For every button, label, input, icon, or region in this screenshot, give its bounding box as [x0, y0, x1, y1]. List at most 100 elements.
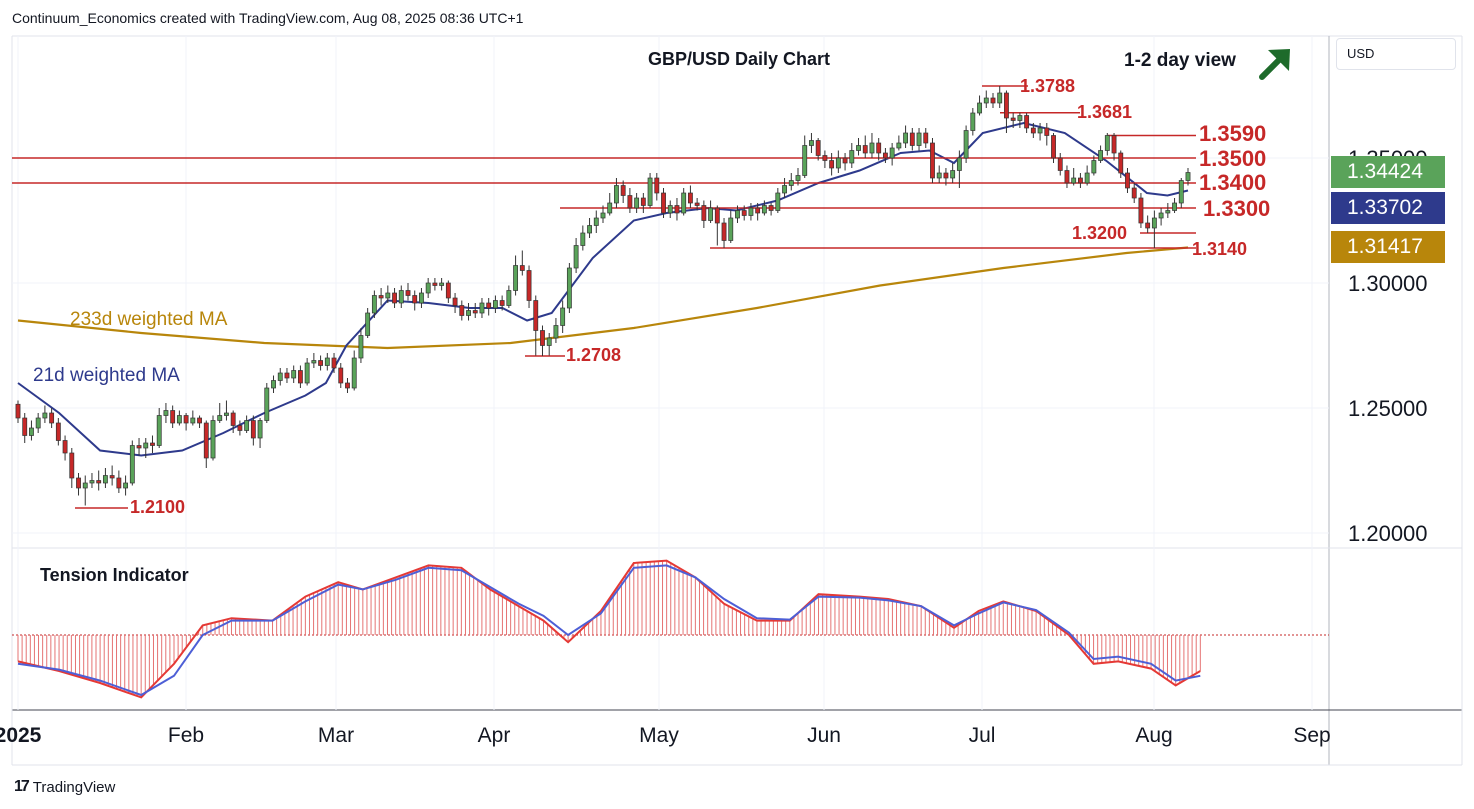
level-label: 1.3400 [1199, 170, 1266, 195]
candle [950, 163, 956, 183]
candle-body [250, 420, 256, 439]
candle [1091, 155, 1097, 176]
candle-body [76, 477, 81, 489]
tension-signal-line [17, 564, 1201, 697]
candle [1172, 198, 1177, 213]
candle [714, 205, 720, 246]
candle [1051, 133, 1056, 163]
candle-body [1165, 210, 1171, 214]
candle-body [425, 282, 431, 294]
candle-body [331, 357, 337, 369]
candle [1098, 145, 1104, 163]
candle [923, 128, 929, 148]
candle-body [788, 180, 794, 186]
candle [768, 203, 774, 216]
candle-body [748, 207, 754, 216]
candle [627, 188, 633, 213]
candle [647, 173, 653, 208]
candle-body [1131, 187, 1137, 199]
candle [1037, 123, 1043, 141]
candle-body [42, 412, 48, 419]
candle [170, 405, 176, 428]
candle [930, 138, 935, 183]
candle [829, 153, 835, 176]
candle [250, 415, 256, 446]
candle-body [1118, 152, 1124, 174]
candle [35, 413, 41, 433]
candle-body [869, 142, 875, 154]
candle [1077, 173, 1083, 188]
candle [761, 200, 767, 216]
candle [297, 365, 303, 388]
candle [291, 365, 297, 383]
chart-title: GBP/USD Daily Chart [648, 49, 830, 69]
candle [156, 408, 162, 448]
candle [1138, 193, 1144, 228]
candle-body [782, 185, 787, 194]
candle-body [1151, 217, 1157, 229]
level-label: 1.3140 [1192, 239, 1247, 259]
candle [1158, 208, 1164, 226]
candle-body [963, 130, 969, 159]
x-tick-label: Jun [807, 724, 841, 747]
level-label: 1.3788 [1020, 76, 1075, 96]
candle-body [345, 382, 350, 389]
candle-body [802, 145, 808, 176]
candle [304, 358, 310, 386]
candle-body [230, 412, 236, 426]
candle-body [1024, 115, 1030, 129]
y-tick-label: 1.30000 [1348, 271, 1428, 296]
candle-body [190, 417, 196, 424]
candle-body [728, 217, 734, 241]
candle-body [1111, 135, 1117, 154]
candle-body [909, 132, 915, 146]
candle-body [445, 282, 451, 299]
candle-body [889, 147, 895, 159]
candle [620, 180, 626, 203]
candle [324, 353, 330, 371]
candle [472, 303, 478, 318]
candle-body [614, 185, 619, 204]
candle [378, 288, 384, 306]
candle-body [593, 217, 599, 226]
candle-body [150, 442, 155, 446]
candle [1131, 183, 1137, 203]
candle [55, 418, 61, 446]
candle-body [324, 357, 330, 366]
tradingview-logo[interactable]: 17 TradingView [14, 778, 115, 796]
candle [22, 413, 28, 443]
candle-body [627, 195, 633, 209]
x-tick-label: Mar [318, 724, 354, 747]
candle [862, 135, 868, 158]
candle [674, 198, 680, 221]
candle-body [96, 480, 102, 484]
level-label: 1.3681 [1077, 102, 1132, 122]
candle [943, 168, 949, 186]
candle [546, 333, 552, 356]
candle [1145, 215, 1151, 233]
candle-body [29, 427, 34, 436]
y-tick-label: 1.20000 [1348, 521, 1428, 546]
candle [1178, 178, 1184, 208]
candle-body [721, 222, 727, 241]
candle [1104, 133, 1110, 156]
candle-body [1030, 127, 1036, 134]
candle-body [1064, 170, 1070, 184]
candle-body [876, 142, 882, 154]
candle-body [109, 475, 115, 479]
level-label: 1.3500 [1199, 146, 1266, 171]
x-tick-label: May [639, 724, 679, 747]
candle [849, 143, 855, 168]
candle [587, 218, 592, 238]
candle [479, 298, 485, 318]
candle [129, 440, 135, 486]
candle [856, 138, 861, 156]
candle [459, 300, 465, 321]
currency-selector[interactable]: USD [1336, 38, 1456, 70]
level-label: 1.2708 [566, 345, 621, 365]
last-price-tag: 1.34424 [1331, 156, 1445, 188]
candle [405, 283, 411, 301]
candle [392, 288, 397, 308]
